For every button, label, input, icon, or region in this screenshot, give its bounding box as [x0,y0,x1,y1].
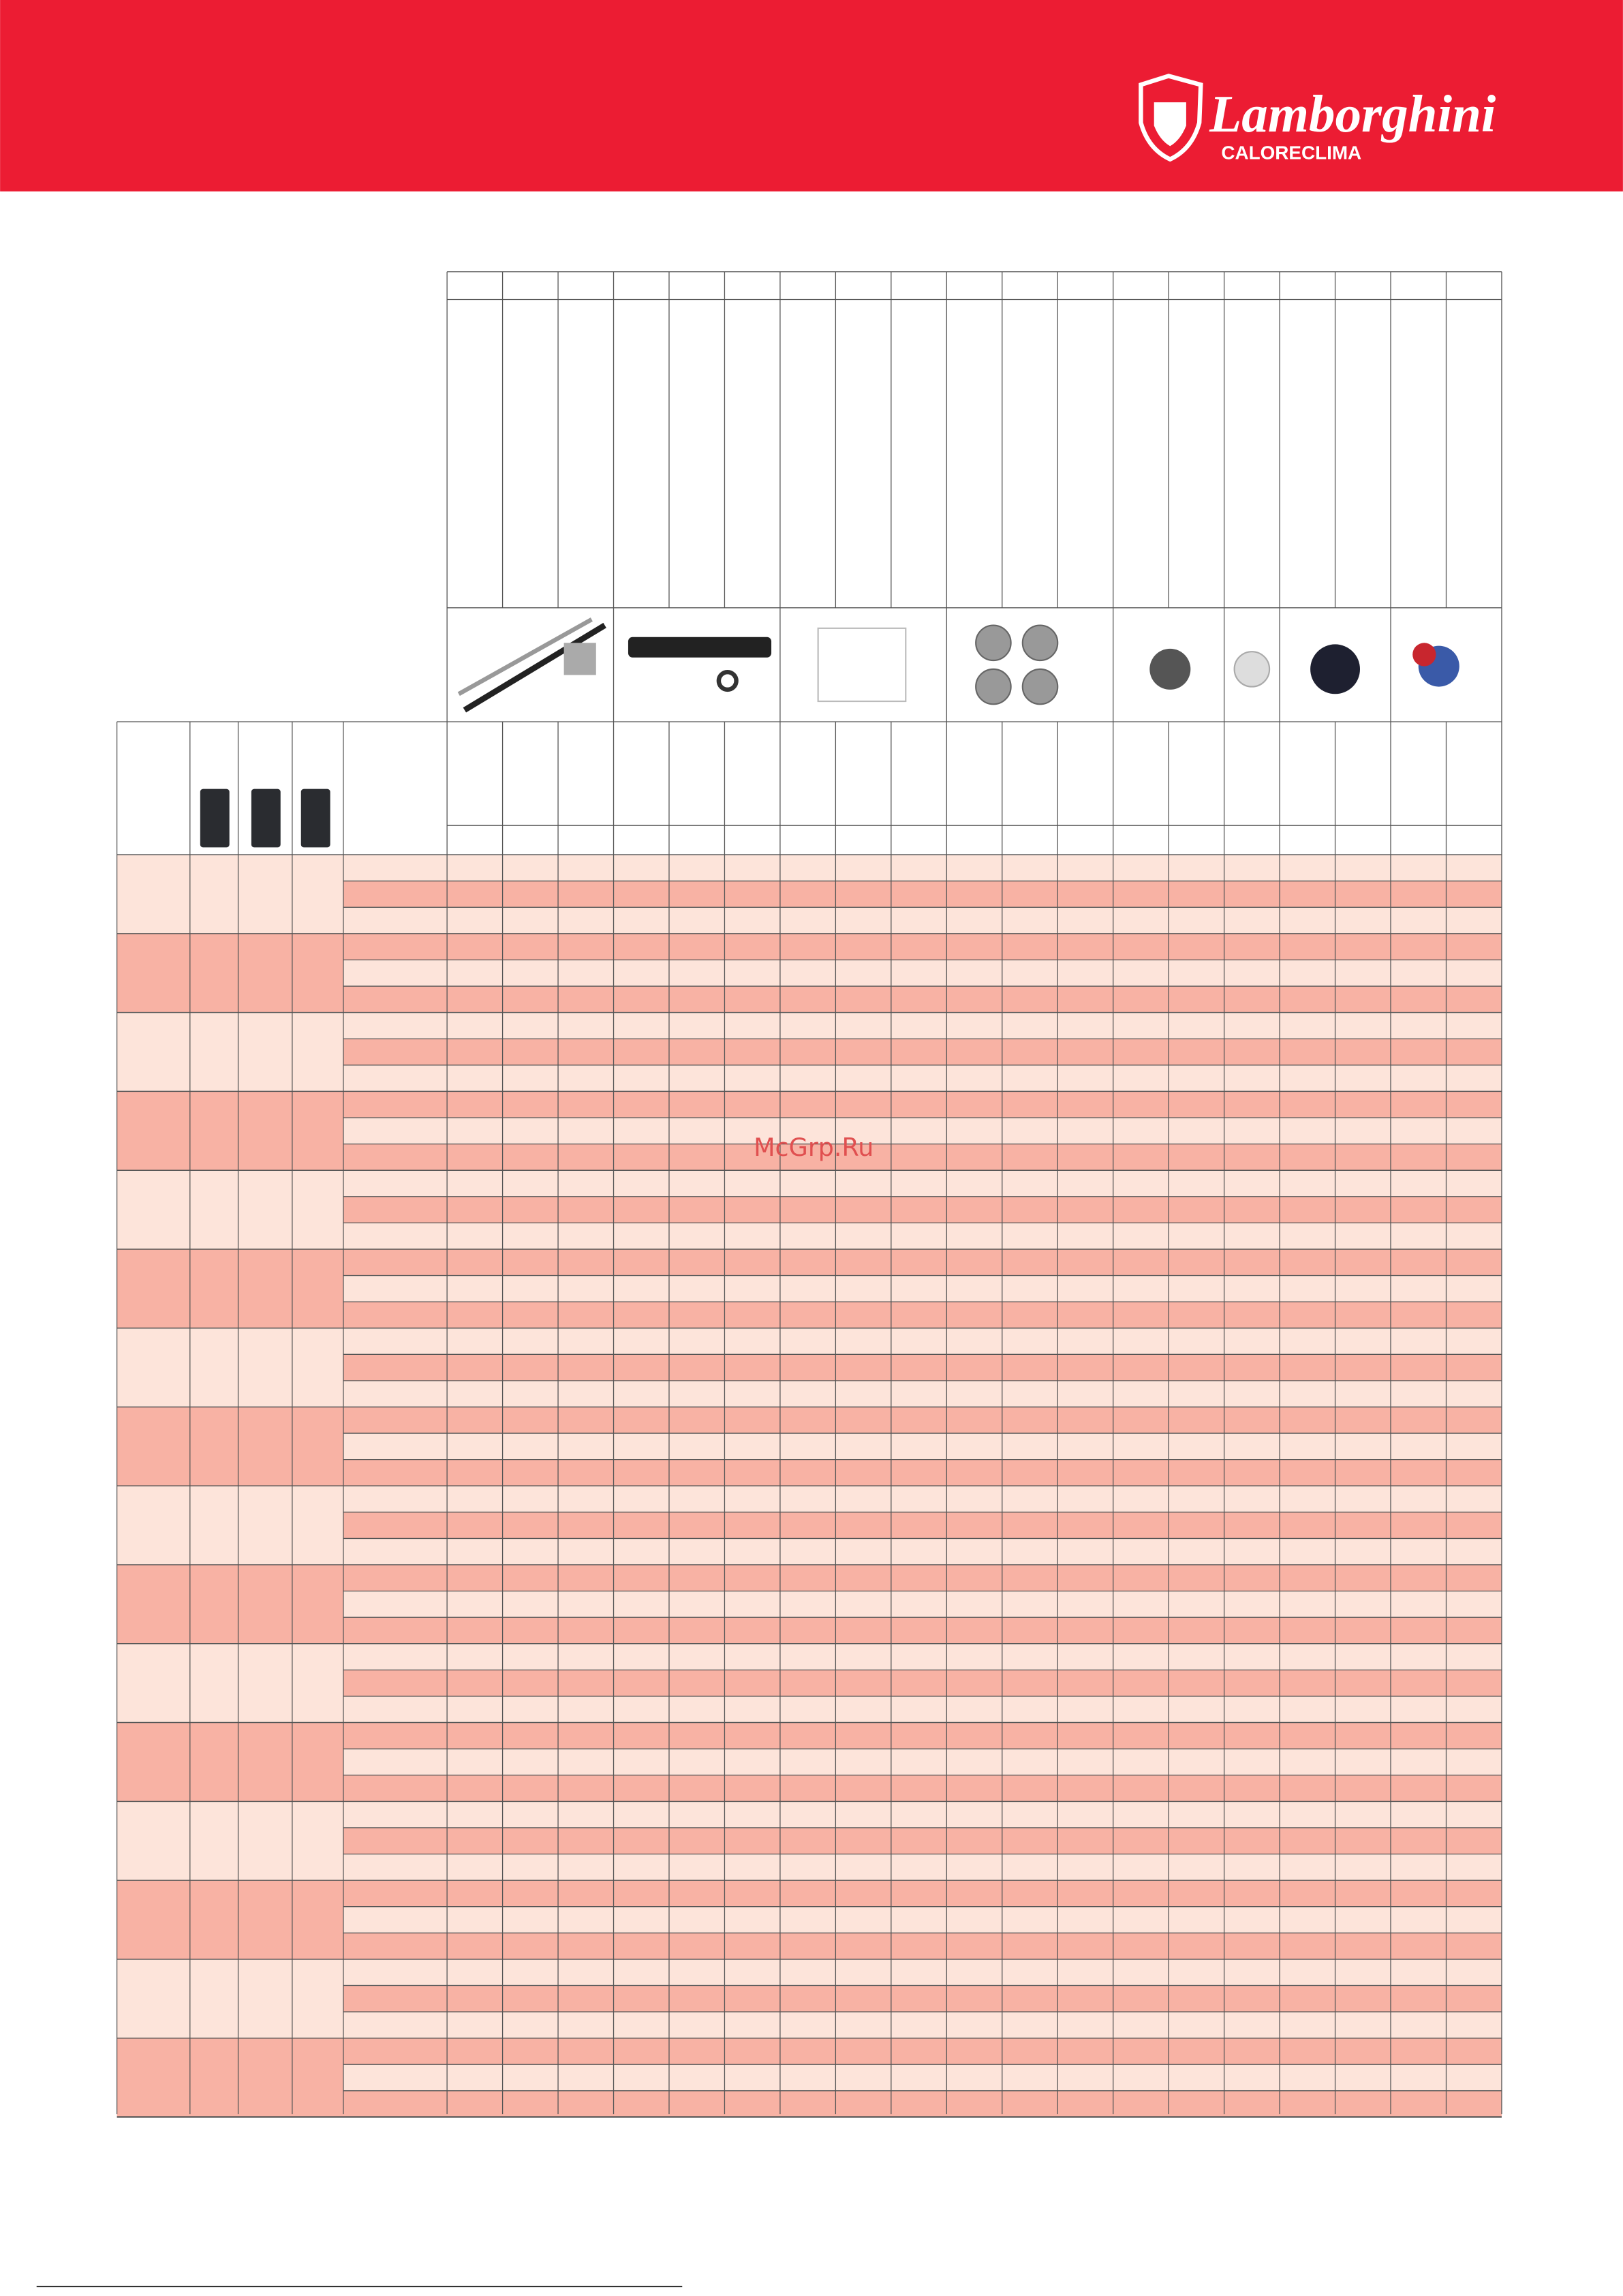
header-band [0,0,1623,192]
row [343,1959,1502,1986]
row [343,1880,1502,1907]
valve-red [1412,643,1436,667]
row [343,1275,1502,1302]
row [343,1538,1502,1565]
drawing [817,627,907,703]
row [343,1380,1502,1407]
pipe [457,617,593,697]
unit-icon [251,789,281,848]
row [343,1670,1502,1696]
product-images [457,617,1459,713]
group-cell [117,1249,343,1328]
pipe [463,622,606,713]
row [343,881,1502,908]
group-cell [117,1486,343,1565]
gasket [1233,651,1271,688]
row [343,907,1502,934]
row [343,1144,1502,1171]
row [343,1643,1502,1670]
row [343,1617,1502,1644]
unit-icon [200,789,230,848]
group-cell [117,1801,343,1881]
row [343,1196,1502,1223]
row [343,855,1502,881]
row [343,1302,1502,1328]
group-cell [117,1722,343,1802]
row [343,960,1502,987]
row [343,1354,1502,1381]
bracket [563,643,596,675]
row [343,2090,1502,2117]
group-cell [117,1880,343,1959]
watermark: McGrp.Ru [754,1133,874,1162]
flange-black [1310,644,1361,694]
row [343,986,1502,1013]
row [343,1801,1502,1828]
brand-sub: CALORECLIMA [1221,142,1361,164]
row [343,1827,1502,1854]
flange [975,624,1012,662]
group-cell [117,1643,343,1723]
row [343,1722,1502,1749]
flange [975,668,1012,705]
row [343,1565,1502,1591]
row [343,1407,1502,1434]
row [343,1039,1502,1065]
group-cell [117,1565,343,1644]
row [343,1906,1502,1933]
row [343,1512,1502,1539]
row [343,1854,1502,1881]
group-cell [117,1012,343,1092]
group-cell [117,1170,343,1249]
union [1149,648,1191,690]
row [343,2038,1502,2065]
group-cell [117,1407,343,1486]
brand-name: Lamborghini [1209,85,1496,143]
unit-icon [300,789,330,848]
row [343,1459,1502,1486]
row [343,1118,1502,1144]
row [343,2064,1502,2091]
flange [1021,668,1059,705]
row [343,1091,1502,1118]
row [343,1433,1502,1460]
group-cell [117,855,343,934]
manifold [628,637,772,658]
row [343,1012,1502,1039]
row [343,1775,1502,1802]
logo: Lamborghini CALORECLIMA [1139,74,1496,164]
row [343,1328,1502,1355]
row [343,1065,1502,1092]
group-cell [117,2038,343,2117]
row [343,2012,1502,2038]
group-cell [117,933,343,1013]
row [343,1249,1502,1276]
row [343,1223,1502,1249]
row [343,1933,1502,1959]
row [343,1486,1502,1512]
group-cell [117,1091,343,1171]
row [343,1170,1502,1197]
row [343,1749,1502,1775]
table [116,271,1502,2118]
group-cell [117,1959,343,2038]
row [343,1985,1502,2012]
row [343,933,1502,960]
group-cell [117,1328,343,1407]
washer [716,669,739,692]
flange [1021,624,1059,662]
row [343,1696,1502,1723]
row [343,1591,1502,1618]
